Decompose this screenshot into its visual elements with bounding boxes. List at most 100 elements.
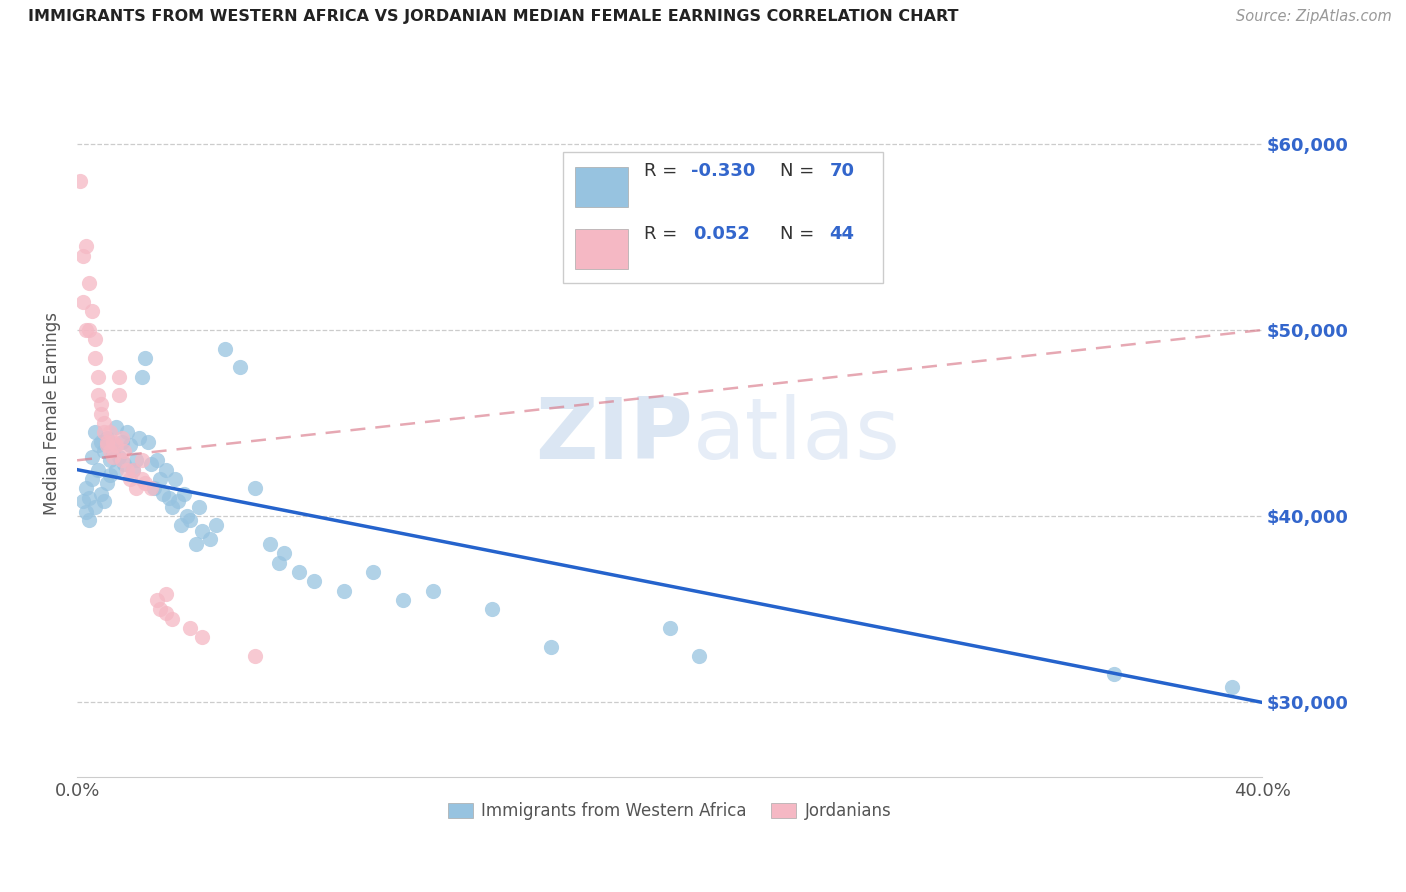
- Point: [107, 369, 129, 384]
- Point: [90, 487, 112, 501]
- Point: [190, 630, 212, 644]
- Point: [179, 621, 201, 635]
- Point: [160, 611, 183, 625]
- Point: [87, 369, 110, 384]
- Point: [128, 431, 150, 445]
- Point: [243, 648, 266, 663]
- Point: [131, 369, 153, 384]
- Point: [131, 472, 153, 486]
- Point: [1102, 667, 1125, 681]
- Point: [205, 518, 228, 533]
- Point: [75, 506, 97, 520]
- Text: -0.330: -0.330: [690, 161, 755, 179]
- Point: [104, 462, 127, 476]
- Point: [131, 453, 153, 467]
- Point: [80, 304, 103, 318]
- Point: [83, 500, 105, 514]
- Text: R =: R =: [644, 226, 689, 244]
- Point: [152, 487, 174, 501]
- Point: [96, 434, 118, 449]
- Point: [146, 593, 169, 607]
- Point: [72, 248, 94, 262]
- Point: [117, 462, 139, 476]
- Point: [80, 450, 103, 464]
- Y-axis label: Median Female Earnings: Median Female Earnings: [44, 312, 60, 516]
- Point: [114, 457, 136, 471]
- Text: Source: ZipAtlas.com: Source: ZipAtlas.com: [1236, 9, 1392, 24]
- Point: [166, 494, 188, 508]
- Point: [122, 462, 145, 476]
- Point: [179, 513, 201, 527]
- Text: 44: 44: [830, 226, 855, 244]
- Point: [184, 537, 207, 551]
- Point: [101, 444, 124, 458]
- Point: [540, 640, 562, 654]
- Point: [75, 481, 97, 495]
- Point: [104, 419, 127, 434]
- Point: [72, 494, 94, 508]
- Text: atlas: atlas: [693, 394, 901, 477]
- Point: [149, 472, 172, 486]
- Point: [98, 425, 121, 440]
- Point: [173, 487, 195, 501]
- Point: [101, 434, 124, 449]
- Point: [90, 434, 112, 449]
- Point: [481, 602, 503, 616]
- Point: [107, 388, 129, 402]
- Point: [96, 431, 118, 445]
- Point: [93, 425, 115, 440]
- Point: [110, 453, 132, 467]
- Point: [1222, 681, 1244, 695]
- Point: [114, 444, 136, 458]
- Point: [134, 475, 156, 490]
- FancyBboxPatch shape: [575, 167, 628, 207]
- Text: R =: R =: [644, 161, 682, 179]
- Point: [149, 602, 172, 616]
- Point: [302, 574, 325, 589]
- Point: [125, 481, 148, 495]
- Point: [93, 444, 115, 458]
- Point: [77, 513, 100, 527]
- Point: [75, 239, 97, 253]
- FancyBboxPatch shape: [575, 228, 628, 268]
- Point: [69, 174, 91, 188]
- Point: [229, 360, 252, 375]
- Point: [422, 583, 444, 598]
- Point: [134, 351, 156, 365]
- Point: [98, 453, 121, 467]
- Text: N =: N =: [780, 161, 820, 179]
- Point: [87, 462, 110, 476]
- Point: [104, 438, 127, 452]
- Point: [87, 388, 110, 402]
- Point: [72, 295, 94, 310]
- Point: [155, 606, 177, 620]
- Text: N =: N =: [780, 226, 820, 244]
- Point: [392, 593, 415, 607]
- Point: [125, 453, 148, 467]
- Point: [77, 277, 100, 291]
- Point: [83, 351, 105, 365]
- Text: ZIP: ZIP: [536, 394, 693, 477]
- Point: [155, 462, 177, 476]
- Point: [170, 518, 193, 533]
- Point: [141, 457, 163, 471]
- Point: [259, 537, 281, 551]
- Point: [90, 397, 112, 411]
- Point: [160, 500, 183, 514]
- Point: [146, 453, 169, 467]
- Text: 0.052: 0.052: [693, 226, 751, 244]
- Point: [98, 468, 121, 483]
- Point: [77, 491, 100, 505]
- Point: [90, 407, 112, 421]
- Point: [155, 587, 177, 601]
- Point: [143, 481, 166, 495]
- Text: 70: 70: [830, 161, 855, 179]
- Legend: Immigrants from Western Africa, Jordanians: Immigrants from Western Africa, Jordania…: [441, 796, 898, 827]
- Point: [117, 425, 139, 440]
- Point: [176, 509, 198, 524]
- Point: [110, 434, 132, 449]
- Point: [83, 332, 105, 346]
- FancyBboxPatch shape: [562, 153, 883, 283]
- Point: [214, 342, 236, 356]
- Text: IMMIGRANTS FROM WESTERN AFRICA VS JORDANIAN MEDIAN FEMALE EARNINGS CORRELATION C: IMMIGRANTS FROM WESTERN AFRICA VS JORDAN…: [28, 9, 959, 24]
